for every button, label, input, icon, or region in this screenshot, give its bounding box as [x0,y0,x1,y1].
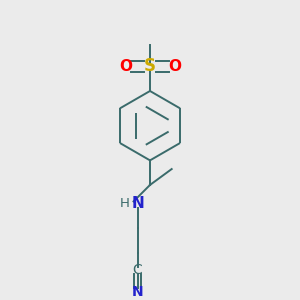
Text: N: N [132,285,143,299]
Text: C: C [133,263,142,277]
Text: H: H [120,197,130,210]
Text: O: O [168,59,181,74]
Text: S: S [144,57,156,75]
Text: O: O [119,59,132,74]
Text: N: N [131,196,144,211]
